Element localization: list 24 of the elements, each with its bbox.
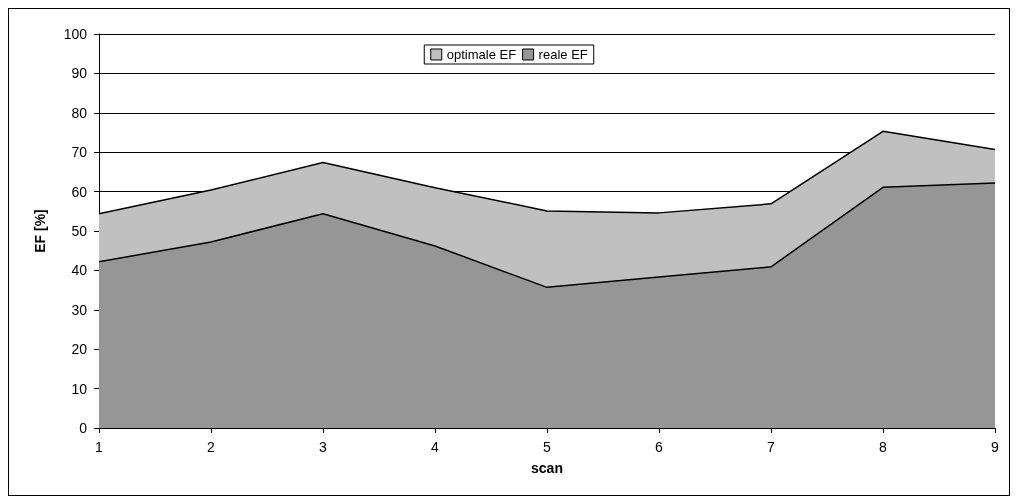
y-tick-label: 0 <box>79 420 88 436</box>
x-tick-label: 7 <box>767 439 776 455</box>
x-tick-label: 4 <box>431 439 440 455</box>
y-tick-label: 100 <box>63 26 88 42</box>
x-tick-label: 8 <box>879 439 888 455</box>
y-axis-title: EF [%] <box>32 209 48 253</box>
x-tick-label: 3 <box>319 439 328 455</box>
y-tick-label: 80 <box>71 104 88 121</box>
x-tick-label: 9 <box>991 439 1000 455</box>
y-tick-label: 10 <box>71 380 88 397</box>
x-tick-label: 1 <box>95 439 104 455</box>
x-axis-title: scan <box>531 460 563 476</box>
y-tick-label: 40 <box>71 262 88 279</box>
legend-label: reale EF <box>538 47 588 62</box>
y-tick-label: 70 <box>71 144 88 161</box>
y-tick-label: 90 <box>71 65 88 82</box>
y-tick-label: 60 <box>71 183 88 200</box>
y-tick-label: 20 <box>71 341 88 358</box>
legend-label: optimale EF <box>446 47 517 62</box>
x-tick-label: 5 <box>543 439 552 455</box>
y-tick-label: 30 <box>71 301 88 318</box>
x-tick-label: 6 <box>655 439 664 455</box>
x-tick-label: 2 <box>207 439 216 455</box>
y-tick-label: 50 <box>71 223 88 239</box>
